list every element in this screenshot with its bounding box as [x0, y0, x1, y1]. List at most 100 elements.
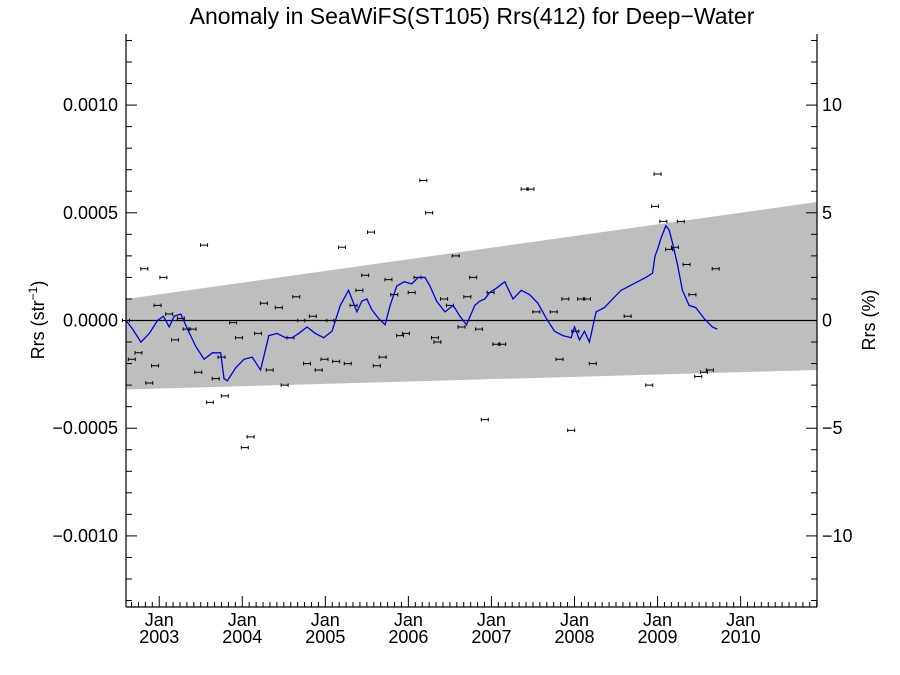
data-point	[623, 314, 632, 318]
data-point	[240, 445, 249, 450]
x-tick-year-label: 2009	[638, 627, 678, 647]
data-point	[588, 361, 597, 366]
data-point	[526, 187, 535, 191]
data-point	[688, 292, 697, 297]
data-point	[372, 363, 381, 368]
data-point	[549, 310, 558, 314]
data-point	[555, 357, 564, 362]
data-point	[469, 275, 478, 280]
x-tick-month-label: Jan	[477, 610, 506, 630]
data-point	[561, 297, 570, 301]
x-tick-year-label: 2010	[721, 627, 761, 647]
data-point	[337, 245, 346, 250]
y-axis-right-label: Rrs (%)	[859, 290, 879, 351]
uncertainty-band	[126, 202, 817, 390]
data-point	[480, 417, 489, 422]
data-point	[700, 370, 709, 374]
data-point	[159, 275, 168, 280]
data-point	[645, 383, 654, 387]
data-point	[200, 243, 209, 247]
data-point	[134, 351, 143, 355]
data-point	[567, 428, 576, 433]
data-point	[165, 312, 174, 316]
x-tick-year-label: 2005	[305, 627, 345, 647]
data-point	[205, 400, 214, 405]
x-tick-month-label: Jan	[643, 610, 672, 630]
data-point	[220, 394, 229, 398]
data-point	[653, 172, 662, 176]
data-point	[308, 314, 317, 318]
y-right-tick-label: 0	[822, 311, 832, 331]
y-right-tick-label: 5	[822, 203, 832, 223]
data-point	[711, 267, 720, 271]
y-right-tick-label: 10	[822, 95, 842, 115]
y-tick-label: −0.0010	[52, 526, 118, 546]
data-point	[259, 301, 268, 306]
data-point	[171, 338, 180, 342]
data-point	[265, 368, 274, 372]
x-tick-year-label: 2008	[554, 627, 594, 647]
data-point	[127, 357, 136, 362]
y-axis-left-label: Rrs (str−1)	[26, 281, 48, 360]
data-point	[320, 357, 329, 362]
data-point	[343, 361, 352, 366]
data-point	[145, 381, 154, 385]
data-point	[274, 305, 283, 310]
data-point	[419, 178, 428, 183]
data-point	[303, 361, 312, 366]
data-point	[498, 342, 507, 346]
data-point	[451, 254, 460, 258]
data-point	[254, 331, 263, 336]
x-tick-month-label: Jan	[311, 610, 340, 630]
x-tick-month-label: Jan	[560, 610, 589, 630]
data-point	[280, 383, 289, 387]
plot-area: 0.0010 0.0005 0.0000 −0.0005 −0.0010 10 5 0 −5 −1…	[52, 34, 853, 647]
x-tick-month-label: Jan	[228, 610, 257, 630]
data-point	[474, 327, 483, 331]
data-point	[705, 368, 714, 372]
data-point	[694, 374, 703, 379]
data-point	[194, 370, 203, 374]
data-point	[659, 219, 668, 224]
data-point	[211, 376, 220, 381]
data-point	[401, 331, 410, 336]
x-tick-month-label: Jan	[726, 610, 755, 630]
data-point	[407, 290, 416, 295]
data-point	[670, 245, 679, 250]
data-point	[582, 297, 591, 301]
data-point	[457, 325, 466, 329]
data-point	[378, 355, 387, 359]
data-point	[396, 333, 405, 338]
data-point	[229, 320, 238, 325]
x-tick-month-label: Jan	[145, 610, 174, 630]
data-point	[430, 335, 439, 340]
y-tick-label: −0.0005	[52, 418, 118, 438]
data-point	[676, 219, 685, 224]
x-tick-year-label: 2003	[139, 627, 179, 647]
data-point	[153, 303, 162, 308]
data-point	[355, 288, 364, 293]
data-point	[297, 318, 306, 323]
data-point	[532, 310, 541, 314]
y-tick-label: 0.0010	[63, 95, 118, 115]
x-tick-year-label: 2006	[388, 627, 428, 647]
x-tick-month-label: Jan	[394, 610, 423, 630]
data-point	[651, 204, 660, 209]
data-point	[433, 340, 442, 344]
y-right-tick-label: −5	[822, 418, 843, 438]
x-tick-year-label: 2004	[222, 627, 262, 647]
data-point	[349, 303, 358, 308]
series-line	[125, 224, 718, 382]
data-point	[332, 359, 341, 364]
data-point	[361, 273, 370, 278]
data-point	[682, 262, 691, 267]
data-point	[440, 297, 449, 301]
y-tick-label: 0.0005	[63, 203, 118, 223]
chart-title: Anomaly in SeaWiFS(ST105) Rrs(412) for D…	[190, 3, 755, 29]
data-point	[188, 327, 197, 331]
data-point	[326, 318, 335, 323]
data-point	[234, 335, 243, 340]
data-point	[384, 277, 393, 282]
data-point	[246, 435, 255, 439]
